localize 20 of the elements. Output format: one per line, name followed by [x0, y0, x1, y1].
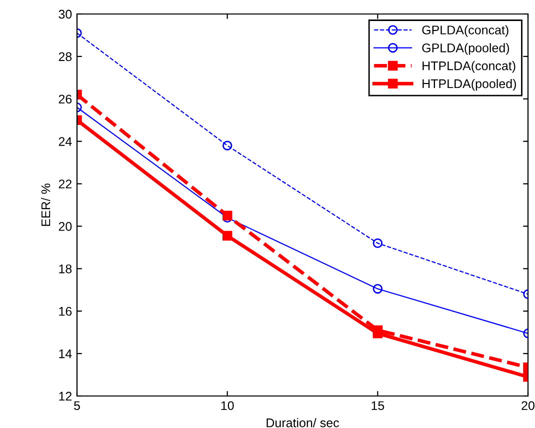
y-tick-label: 18	[59, 264, 72, 274]
legend-label: GPLDA(concat)	[422, 25, 508, 37]
y-tick-label: 30	[58, 10, 72, 19]
x-tick-label: 5	[74, 401, 80, 410]
y-tick-label: 14	[59, 349, 72, 358]
y-tick-label: 20	[58, 222, 72, 231]
y-tick-label: 24	[58, 137, 72, 146]
y-tick-label: 26	[58, 94, 72, 104]
x-tick-label: 15	[372, 401, 384, 410]
x-axis-title: Duration/ sec	[266, 418, 339, 428]
y-axis-title: EER/ %	[41, 184, 50, 226]
y-tick-label: 22	[58, 180, 72, 188]
x-tick-label: 20	[522, 401, 534, 410]
y-tick-label: 12	[59, 392, 72, 401]
legend-label: HTPLDA(pooled)	[422, 78, 516, 91]
legend-label: HTPLDA(concat)	[422, 61, 516, 73]
y-tick-label: 16	[59, 306, 72, 316]
y-tick-label: 28	[58, 52, 72, 62]
x-tick-label: 10	[221, 401, 234, 410]
legend-label: GPLDA(pooled)	[422, 43, 510, 55]
